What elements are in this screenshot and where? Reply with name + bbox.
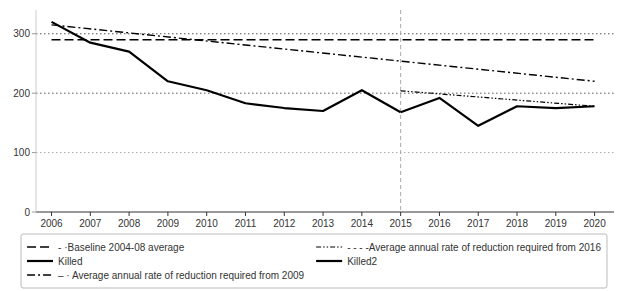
legend-item: - ·Baseline 2004-08 average xyxy=(27,242,185,253)
x-tick xyxy=(206,212,207,216)
x-tick-label: 2007 xyxy=(79,218,102,229)
x-tick xyxy=(129,212,130,216)
legend-item: – · Average annual rate of reduction req… xyxy=(27,270,305,281)
reference-lines xyxy=(36,10,614,212)
legend-item: Killed2 xyxy=(316,256,377,267)
series-line xyxy=(52,25,595,81)
y-axis-line xyxy=(36,10,37,212)
x-tick-label: 2009 xyxy=(157,218,180,229)
legend-swatch xyxy=(27,246,53,247)
x-tick xyxy=(90,212,91,216)
y-tick-label: 200 xyxy=(13,88,30,99)
x-tick-label: 2006 xyxy=(40,218,63,229)
x-axis-line xyxy=(36,212,614,213)
y-tick xyxy=(32,33,36,34)
series-line xyxy=(52,22,401,112)
y-tick xyxy=(32,93,36,94)
legend-label: - - - -Average annual rate of reduction … xyxy=(347,242,601,253)
legend: - ·Baseline 2004-08 average Killed – · Ave… xyxy=(21,234,607,288)
reference-hline xyxy=(36,33,614,34)
x-tick xyxy=(361,212,362,216)
x-tick-label: 2010 xyxy=(196,218,219,229)
legend-item: - - - -Average annual rate of reduction … xyxy=(316,242,601,253)
legend-item: Killed xyxy=(27,256,82,267)
series-line xyxy=(401,98,595,126)
legend-label: Killed xyxy=(58,256,82,267)
y-tick-label: 100 xyxy=(13,147,30,158)
legend-swatch xyxy=(27,260,53,262)
series-lines xyxy=(52,22,595,126)
x-tick-label: 2013 xyxy=(312,218,335,229)
y-tick-label: 300 xyxy=(13,28,30,39)
x-tick-label: 2019 xyxy=(545,218,568,229)
x-tick xyxy=(594,212,595,216)
legend-label: Killed2 xyxy=(347,256,377,267)
x-tick-label: 2008 xyxy=(118,218,141,229)
x-tick-label: 2016 xyxy=(428,218,451,229)
y-tick xyxy=(32,212,36,213)
x-tick xyxy=(323,212,324,216)
x-tick-label: 2018 xyxy=(506,218,529,229)
reference-hline xyxy=(36,93,614,94)
legend-swatch xyxy=(316,246,342,247)
reference-hline xyxy=(36,152,614,153)
x-tick xyxy=(400,212,401,216)
x-tick xyxy=(478,212,479,216)
x-tick xyxy=(517,212,518,216)
x-tick xyxy=(555,212,556,216)
x-tick xyxy=(439,212,440,216)
x-tick xyxy=(245,212,246,216)
y-tick-label: 0 xyxy=(24,207,30,218)
x-tick-label: 2011 xyxy=(235,218,257,229)
chart: 2006 2007 2008 2009 2010 2011 2012 2013 2014 2015… xyxy=(0,0,628,291)
x-tick xyxy=(167,212,168,216)
x-tick-label: 2012 xyxy=(273,218,296,229)
series-line xyxy=(52,39,595,40)
legend-swatch xyxy=(27,274,53,275)
legend-frame xyxy=(21,234,607,288)
x-tick xyxy=(284,212,285,216)
x-tick-label: 2017 xyxy=(467,218,490,229)
x-tick-label: 2015 xyxy=(390,218,413,229)
axes: 2006 2007 2008 2009 2010 2011 2012 2013 2014 2015… xyxy=(13,10,614,229)
legend-label: – · Average annual rate of reduction req… xyxy=(58,270,305,281)
x-tick xyxy=(51,212,52,216)
legend-label: - ·Baseline 2004-08 average xyxy=(58,242,185,253)
series-line xyxy=(401,91,595,106)
y-tick xyxy=(32,152,36,153)
x-tick-label: 2020 xyxy=(583,218,606,229)
legend-swatch xyxy=(316,260,342,262)
x-tick-label: 2014 xyxy=(351,218,374,229)
